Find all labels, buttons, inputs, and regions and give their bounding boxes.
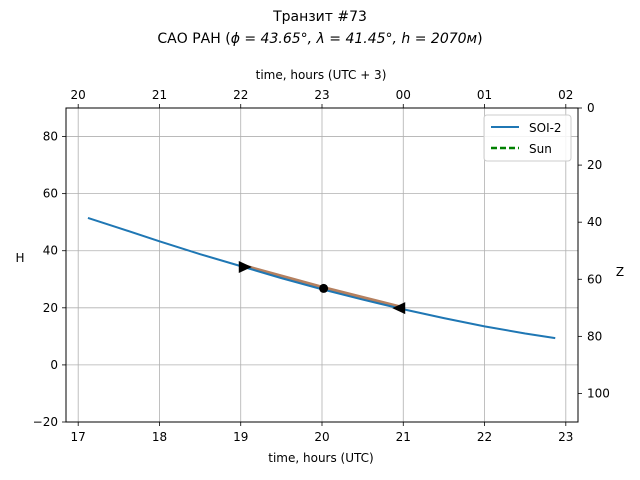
x-tick-label: 17 (71, 430, 86, 444)
top-tick-label: 00 (396, 88, 411, 102)
y-tick-label: 0 (50, 358, 58, 372)
z-tick-label: 60 (587, 272, 602, 286)
x-tick-label: 21 (396, 430, 411, 444)
transit-start-marker (238, 260, 252, 273)
tick-layer: 17 18 19 20 21 22 23 20 21 22 23 00 01 02 −20 0 20 40 60 80… (33, 88, 610, 444)
x-tick-label: 19 (233, 430, 248, 444)
x-tick-label: 22 (477, 430, 492, 444)
y-axis-label: H (15, 251, 24, 265)
legend: SOI-2 Sun (483, 114, 572, 162)
x-axis-label: time, hours (UTC) (268, 451, 373, 465)
y-tick-label: 80 (43, 130, 58, 144)
z-tick-label: 20 (587, 158, 602, 172)
x-tick-label: 18 (152, 430, 167, 444)
z-tick-label: 80 (587, 329, 602, 343)
top-tick-label: 22 (233, 88, 248, 102)
chart-title-line1: Транзит #73 (272, 9, 367, 25)
chart-title-close-paren: ) (477, 31, 482, 47)
z-tick-label: 0 (587, 101, 595, 115)
legend-label-sun: Sun (529, 142, 552, 156)
top-tick-label: 21 (152, 88, 167, 102)
chart-title-line2: САО РАН (ϕ = 43.65°, λ = 41.45°, h = 207… (157, 31, 482, 47)
y-tick-label: 20 (43, 301, 58, 315)
transit-end-marker (392, 302, 406, 315)
top-tick-label: 02 (558, 88, 573, 102)
top-tick-label: 23 (314, 88, 329, 102)
top-tick-label: 01 (477, 88, 492, 102)
y-tick-label: 60 (43, 187, 58, 201)
x-tick-label: 23 (558, 430, 573, 444)
y-tick-label: −20 (33, 415, 58, 429)
legend-label-soi-2: SOI-2 (529, 121, 562, 135)
z-tick-label: 100 (587, 386, 610, 400)
x-tick-label: 20 (314, 430, 329, 444)
top-tick-label: 20 (71, 88, 86, 102)
chart-title-observatory: САО РАН ( (157, 31, 230, 47)
x-axis-top-label: time, hours (UTC + 3) (256, 68, 387, 82)
chart-title-coordinates: ϕ = 43.65°, λ = 41.45°, h = 2070м (231, 31, 478, 47)
transit-mid-marker (319, 283, 329, 293)
y-tick-label: 40 (43, 244, 58, 258)
y-axis-right-label: Z (616, 265, 624, 279)
marker-layer (238, 260, 406, 315)
z-tick-label: 40 (587, 215, 602, 229)
